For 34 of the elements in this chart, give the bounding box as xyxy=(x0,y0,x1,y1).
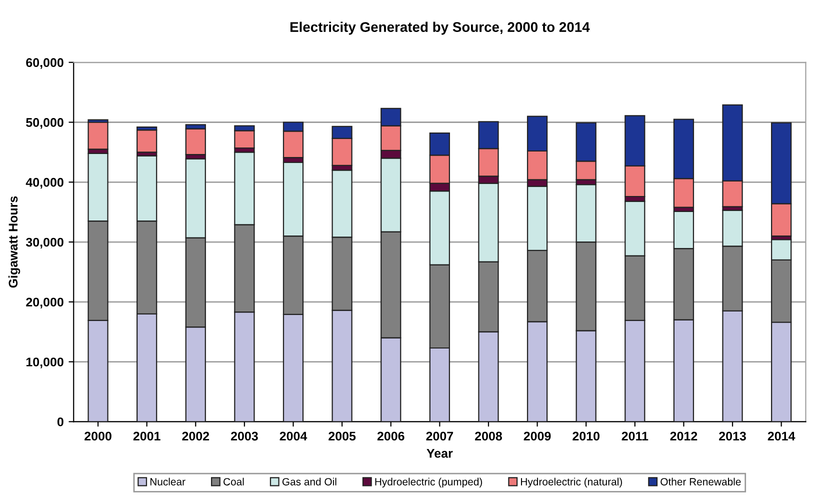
bar xyxy=(88,122,108,150)
x-tick-label: 2000 xyxy=(84,432,112,441)
y-tick-label: 50,000 xyxy=(26,118,64,129)
x-tick-label: 2012 xyxy=(670,432,698,441)
x-tick-label: 2007 xyxy=(426,432,454,441)
bar xyxy=(136,129,158,153)
x-tick-label: 2011 xyxy=(622,432,648,441)
legend-label: Nuclear xyxy=(150,478,186,486)
x-tick-label: 2005 xyxy=(328,432,356,441)
legend-label: Coal xyxy=(224,478,244,486)
legend-label: Hydroelectric (natural) xyxy=(521,478,622,488)
chart-title: Electricity Generated by Source, 2000 to 2014 xyxy=(290,22,590,35)
x-tick-label: 2002 xyxy=(182,432,210,441)
x-tick-label: 2003 xyxy=(230,432,258,441)
x-tick-label: 2008 xyxy=(475,432,502,441)
y-tick-label: 10,000 xyxy=(26,358,64,368)
legend-label: Hydroelectric (pumped) xyxy=(375,478,482,488)
x-tick-label: 2001 xyxy=(133,432,160,441)
bar xyxy=(185,128,206,156)
x-tick-label: 2004 xyxy=(280,432,308,441)
x-tick-label: 2009 xyxy=(524,432,551,441)
y-tick-label: 40,000 xyxy=(26,178,64,189)
y-axis-title: Gigawatt Hours xyxy=(8,196,20,288)
y-tick-label: 20,000 xyxy=(26,298,64,308)
legend-label: Gas and Oil xyxy=(282,478,336,486)
y-tick-label: 30,000 xyxy=(26,238,64,248)
y-tick-label: 0 xyxy=(57,417,64,426)
x-tick-label: 2006 xyxy=(377,432,404,441)
x-axis-title: Year xyxy=(426,449,453,458)
legend-label: Other Renewable xyxy=(660,478,741,486)
x-tick-label: 2013 xyxy=(719,432,746,441)
y-tick-label: 60,000 xyxy=(26,58,64,69)
x-tick-label: 2014 xyxy=(768,432,796,441)
x-tick-label: 2010 xyxy=(572,432,600,441)
